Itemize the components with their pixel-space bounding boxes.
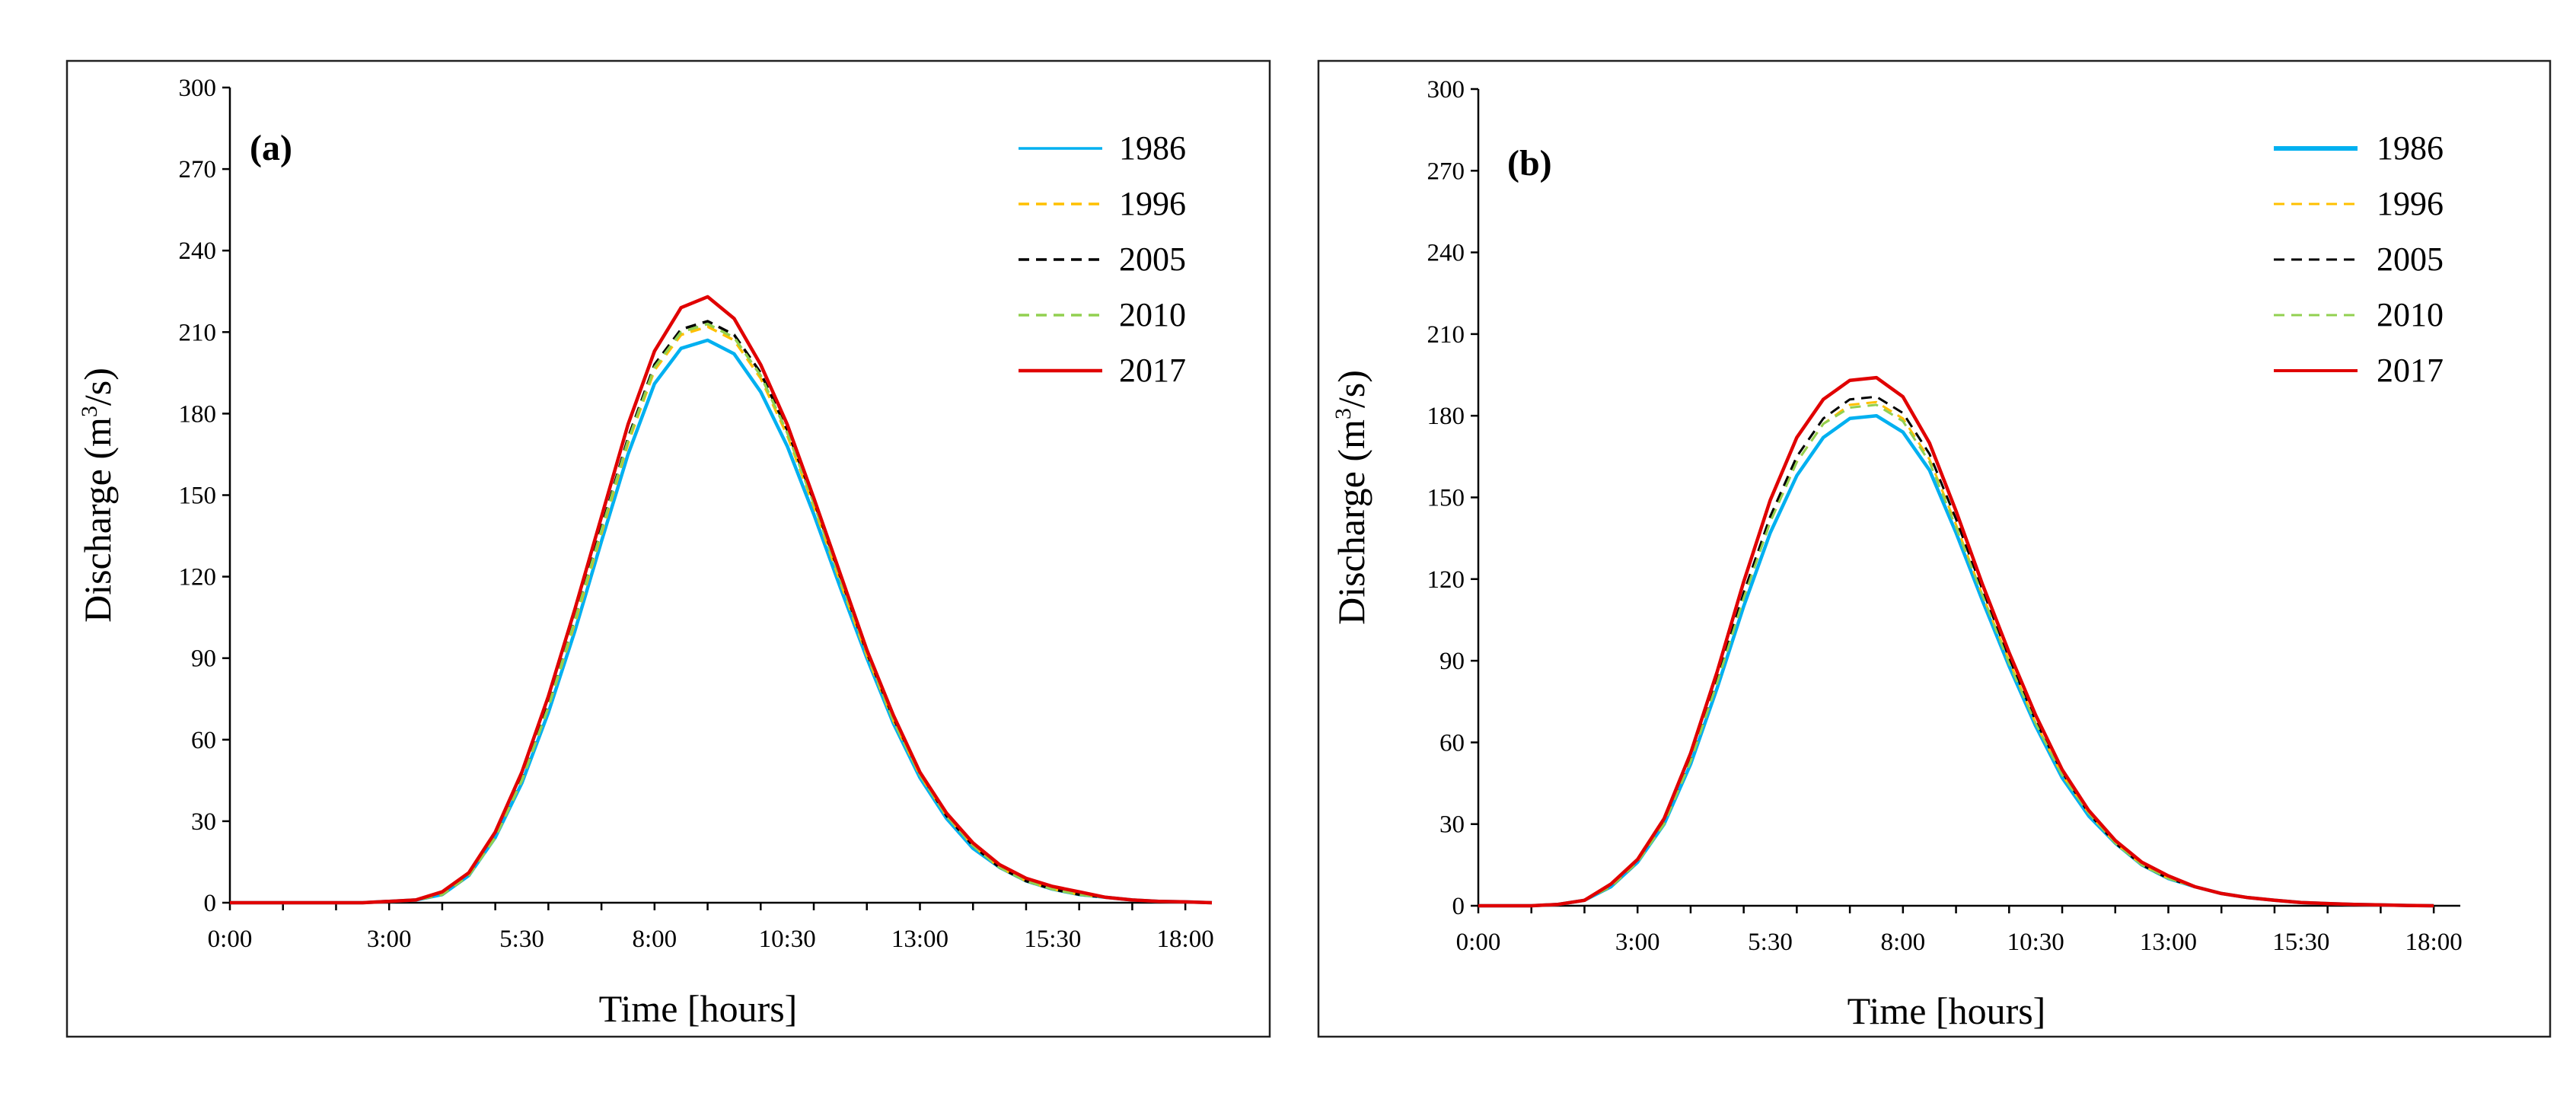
panel-label: (b) [1507, 143, 1552, 183]
y-tick-label: 30 [191, 808, 216, 836]
y-tick-label: 0 [204, 890, 217, 917]
y-tick-label: 210 [1427, 321, 1465, 349]
y-tick-label: 120 [179, 564, 217, 591]
chart-frame [1317, 59, 2552, 1038]
legend-label-2010: 2010 [1119, 296, 1186, 333]
series-line-1996 [1478, 400, 2434, 907]
series-line-2005 [1478, 395, 2434, 907]
legend-label-2010: 2010 [2377, 296, 2444, 333]
legend: 1986 1996 2005 2010 2017 [1019, 129, 1186, 389]
y-tick-label: 120 [1427, 566, 1465, 594]
y-tick-label: 210 [179, 319, 217, 346]
series-line-1986 [1478, 413, 2434, 908]
y-axis-title-superscript: 3 [1331, 408, 1356, 419]
series-line-2017 [1478, 375, 2434, 908]
x-tick-label: 15:30 [1024, 926, 1081, 953]
legend-label-1986: 1986 [2377, 129, 2444, 167]
y-tick-label: 270 [1427, 158, 1465, 185]
legend-label-2005: 2005 [2377, 241, 2444, 278]
y-tick-label: 0 [1452, 893, 1465, 920]
y-axis-title: Discharge (m3/s) [1330, 370, 1372, 625]
x-tick-label: 0:00 [1456, 929, 1501, 956]
y-tick-label: 60 [1439, 729, 1465, 757]
series-line-2017 [230, 295, 1213, 905]
legend-label-1996: 1996 [1119, 185, 1186, 222]
y-axis-title-main: Discharge (m [1330, 419, 1372, 625]
x-tick-label: 8:00 [1881, 929, 1926, 956]
x-tick-label: 13:00 [891, 926, 948, 953]
legend-label-2005: 2005 [1119, 241, 1186, 278]
x-tick-label: 13:00 [2140, 929, 2197, 956]
legend: 1986 1996 2005 2010 2017 [2274, 129, 2444, 389]
y-tick-label: 150 [179, 483, 217, 510]
x-tick-label: 3:00 [367, 926, 412, 953]
series-line-2010 [1478, 403, 2434, 907]
x-tick-label: 10:30 [2007, 929, 2064, 956]
x-tick-label: 0:00 [208, 926, 253, 953]
x-tick-label: 10:30 [759, 926, 816, 953]
y-tick-label: 300 [179, 75, 217, 102]
x-tick-label: 18:00 [1157, 926, 1214, 953]
discharge-chart-b: 0 30 60 90 120 150 180 210 240 270 300 0:00 3:00 5:3… [1317, 59, 2552, 1038]
legend-label-2017: 2017 [2377, 352, 2444, 389]
y-tick-label: 60 [191, 727, 216, 754]
series-line-1986 [230, 338, 1213, 905]
y-axis-title-unit: /s) [1330, 370, 1372, 408]
x-tick-label: 5:30 [1748, 929, 1793, 956]
x-tick-label: 15:30 [2272, 929, 2329, 956]
chart-panel-b: 0 30 60 90 120 150 180 210 240 270 300 0:00 3:00 5:3… [1288, 0, 2576, 1093]
x-tick-label: 5:30 [499, 926, 544, 953]
legend-label-2017: 2017 [1119, 352, 1186, 389]
y-tick-label: 180 [179, 400, 217, 428]
legend-label-1986: 1986 [1119, 129, 1186, 167]
x-tick-label: 8:00 [633, 926, 677, 953]
panel-label: (a) [250, 128, 292, 168]
series-line-2010 [230, 322, 1213, 904]
y-tick-label: 240 [1427, 240, 1465, 267]
x-tick-label: 3:00 [1615, 929, 1660, 956]
y-tick-label: 90 [1439, 648, 1465, 675]
legend-label-1996: 1996 [2377, 185, 2444, 222]
y-tick-label: 270 [179, 156, 217, 183]
y-tick-label: 300 [1427, 76, 1465, 104]
x-tick-label: 18:00 [2405, 929, 2463, 956]
y-axis-title-unit: /s) [76, 368, 119, 406]
chart-frame [65, 59, 1271, 1038]
y-axis-title: Discharge (m3/s) [76, 368, 119, 623]
y-tick-label: 30 [1439, 811, 1465, 839]
discharge-chart-a: 0 30 60 90 120 150 180 210 240 270 300 0:00 3:00 5:3… [65, 59, 1271, 1038]
series-line-2005 [230, 320, 1213, 904]
y-axis-title-main: Discharge (m [76, 417, 119, 623]
x-axis-title: Time [hours] [1848, 989, 2046, 1032]
y-tick-label: 180 [1427, 403, 1465, 430]
chart-panel-a: 0 30 60 90 120 150 180 210 240 270 300 0:00 3:00 5:3… [65, 59, 1271, 1038]
y-tick-label: 150 [1427, 485, 1465, 512]
y-tick-label: 90 [191, 645, 216, 673]
y-tick-label: 240 [179, 237, 217, 265]
y-axis-title-superscript: 3 [77, 406, 102, 417]
series-line-1996 [230, 325, 1213, 904]
x-axis-title: Time [hours] [599, 987, 798, 1030]
